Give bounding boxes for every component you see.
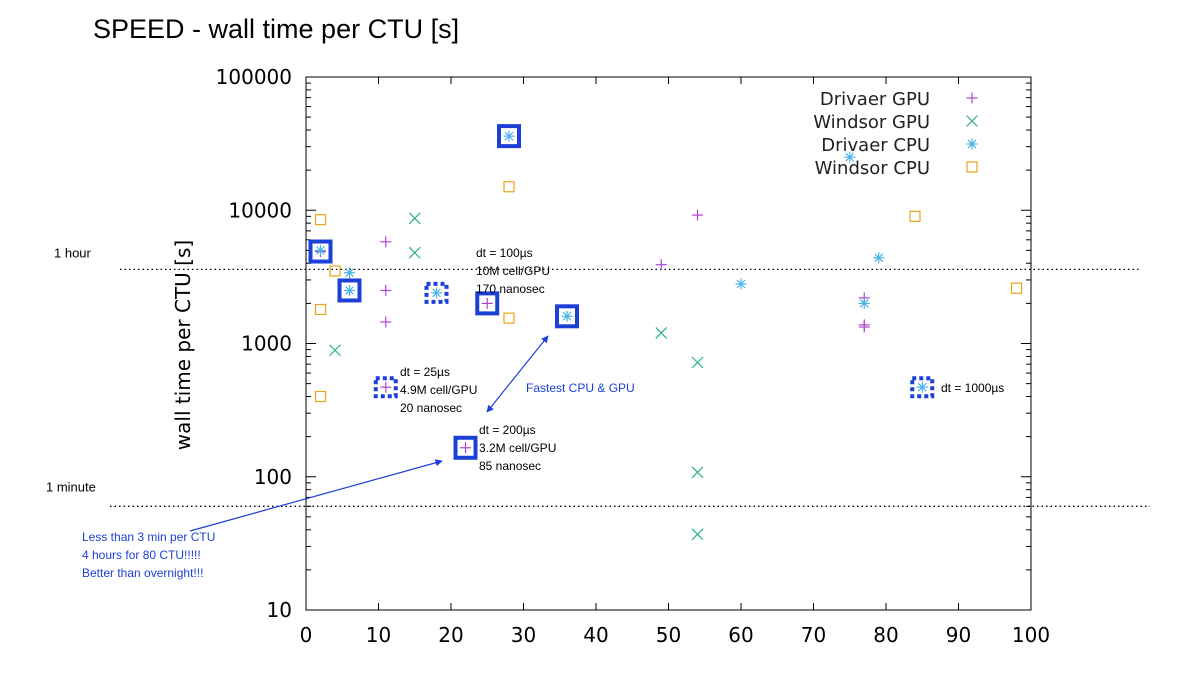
data-point	[344, 284, 355, 296]
highlight-box	[308, 239, 333, 264]
data-point	[503, 312, 515, 324]
x-tick-label: 90	[946, 623, 971, 647]
plot-frame	[305, 76, 1032, 611]
data-point	[844, 151, 856, 163]
data-point	[329, 344, 341, 357]
y-tick-label: 10000	[228, 198, 292, 222]
data-point	[655, 259, 667, 271]
x-tick-label: 20	[438, 623, 463, 647]
data-point	[431, 287, 442, 299]
x-tick-label: 70	[801, 623, 826, 647]
highlight-box-dashed	[424, 281, 449, 304]
annotation: Less than 3 min per CTU 4 hours for 80 CT…	[82, 530, 215, 580]
x-tick-label: 30	[511, 623, 536, 647]
highlight-box-dashed	[910, 376, 935, 399]
legend-marker	[966, 138, 978, 150]
highlight-box	[453, 435, 478, 460]
data-point	[344, 267, 355, 279]
x-tick-label: 40	[583, 623, 608, 647]
legend-marker	[966, 115, 978, 127]
x-tick-label: 80	[873, 623, 898, 647]
legend-entry: Drivaer CPU	[821, 135, 930, 156]
data-point	[858, 297, 870, 309]
highlight-box-dashed	[373, 376, 398, 399]
x-tick-label: 50	[656, 623, 681, 647]
y-tick-label: 100	[254, 465, 292, 489]
annotation: dt = 100µs 10M cell/GPU 170 nanosec	[476, 246, 550, 296]
data-point	[481, 297, 493, 309]
x-tick-label: 60	[728, 623, 753, 647]
annotation: dt = 1000µs	[941, 381, 1004, 395]
legend-entry: Windsor GPU	[813, 112, 930, 133]
data-point	[408, 212, 421, 225]
data-point	[408, 246, 421, 259]
y-axis-label: wall time per CTU [s]	[171, 240, 195, 450]
data-point	[380, 381, 392, 393]
data-point	[691, 356, 704, 369]
highlight-box	[497, 124, 521, 149]
data-point	[655, 327, 668, 339]
annotation: dt = 200µs 3.2M cell/GPU 85 nanosec	[479, 423, 556, 473]
data-point	[1010, 282, 1023, 294]
data-point	[691, 528, 704, 541]
data-point	[315, 244, 326, 256]
data-point	[314, 390, 327, 403]
data-point	[380, 284, 392, 296]
legend-marker	[966, 92, 978, 104]
arrow-less-than-3-min	[189, 459, 443, 532]
reference-line-label: 1 minute	[46, 479, 96, 494]
data-point	[380, 236, 392, 248]
y-tick-label: 100000	[216, 65, 292, 89]
data-point	[916, 381, 928, 393]
page-title: SPEED - wall time per CTU [s]	[93, 14, 460, 44]
data-point	[692, 209, 703, 221]
highlight-box	[475, 291, 500, 316]
data-point	[503, 130, 515, 142]
x-tick-label: 0	[300, 623, 313, 647]
y-tick-label: 10	[267, 598, 292, 622]
data-point	[691, 466, 704, 479]
data-point	[380, 316, 392, 328]
data-point	[314, 214, 327, 226]
annotation: Fastest CPU & GPU	[526, 381, 635, 395]
legend-marker	[966, 161, 978, 173]
data-point	[735, 278, 747, 290]
y-tick-label: 1000	[241, 332, 292, 356]
annotation: dt = 25µs 4.9M cell/GPU 20 nanosec	[400, 365, 477, 415]
highlight-box	[555, 304, 579, 329]
data-point	[858, 321, 870, 333]
data-point	[561, 310, 573, 322]
x-tick-label: 100	[1012, 623, 1050, 647]
legend-entry: Drivaer GPU	[820, 89, 930, 110]
data-point	[460, 442, 471, 454]
data-point	[909, 210, 921, 222]
data-point	[314, 303, 327, 316]
data-point	[329, 265, 341, 277]
legend-entry: Windsor CPU	[815, 158, 930, 179]
arrow-fastest	[486, 335, 549, 413]
reference-line-label: 1 hour	[54, 245, 92, 260]
highlight-box	[337, 278, 362, 303]
data-point	[873, 252, 885, 264]
data-point	[503, 181, 515, 193]
x-tick-label: 10	[366, 623, 391, 647]
